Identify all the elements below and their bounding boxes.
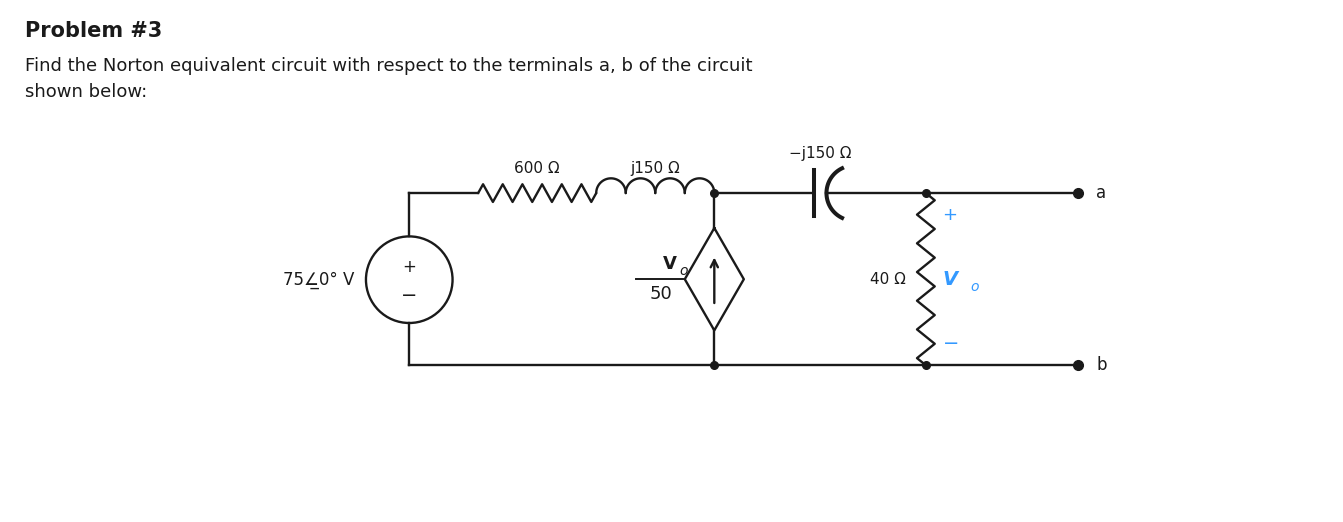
Text: Problem #3: Problem #3 <box>26 21 163 41</box>
Text: o: o <box>678 264 688 278</box>
Text: 50: 50 <box>650 285 673 303</box>
Text: V: V <box>663 255 677 274</box>
Text: 75∠̲0° V: 75∠̲0° V <box>283 271 355 289</box>
Text: V: V <box>943 270 958 289</box>
Text: Find the Norton equivalent circuit with respect to the terminals a, b of the cir: Find the Norton equivalent circuit with … <box>26 57 753 101</box>
Text: 600 Ω: 600 Ω <box>514 161 560 176</box>
Text: b: b <box>1096 357 1107 374</box>
Text: +: + <box>403 258 416 276</box>
Text: o: o <box>970 280 979 294</box>
Text: j150 Ω: j150 Ω <box>630 161 680 176</box>
Text: −: − <box>402 286 418 305</box>
Text: a: a <box>1096 184 1107 202</box>
Text: 40 Ω: 40 Ω <box>870 272 907 287</box>
Text: −: − <box>943 334 959 353</box>
Text: +: + <box>943 206 958 224</box>
Text: −j150 Ω: −j150 Ω <box>788 146 851 161</box>
